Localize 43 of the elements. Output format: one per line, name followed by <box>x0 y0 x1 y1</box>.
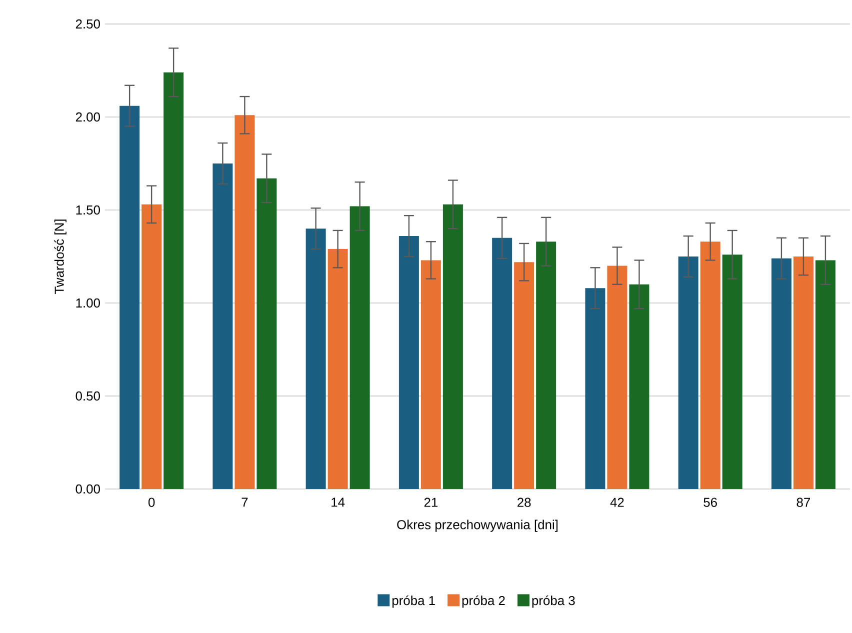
bar <box>492 238 512 489</box>
bar <box>442 204 463 489</box>
y-tick-label: 2.00 <box>76 112 100 122</box>
bar <box>536 242 556 489</box>
legend-label: próba 3 <box>532 595 575 608</box>
bar <box>585 288 606 489</box>
bar <box>678 256 698 489</box>
legend-label: próba 2 <box>462 595 505 608</box>
bar <box>256 178 277 489</box>
bar <box>234 115 255 489</box>
bar <box>771 258 792 489</box>
bar <box>514 262 534 489</box>
bar <box>120 106 140 489</box>
legend-label: próba 1 <box>392 595 435 608</box>
x-tick-label: 87 <box>796 498 810 507</box>
y-axis-title: Twardość [N] <box>54 220 66 294</box>
y-tick-label: 1.00 <box>76 298 100 308</box>
bar <box>629 284 650 489</box>
bar <box>142 204 162 489</box>
y-tick-label: 1.50 <box>76 205 100 215</box>
bar <box>398 236 419 489</box>
x-tick-label: 0 <box>148 498 155 507</box>
x-tick-label: 56 <box>704 498 717 507</box>
x-tick-label: 7 <box>242 498 248 507</box>
bar <box>815 260 836 489</box>
x-tick-label: 42 <box>610 498 624 507</box>
y-tick-label: 2.50 <box>76 19 100 29</box>
bar <box>212 163 233 489</box>
x-tick-label: 28 <box>518 498 531 507</box>
bar <box>700 242 720 489</box>
y-tick-label: 0.00 <box>76 484 100 494</box>
x-tick-label: 14 <box>332 498 345 507</box>
x-tick-label: 21 <box>424 498 438 507</box>
bar <box>722 254 742 489</box>
x-axis-title: Okres przechowywania [dni] <box>397 520 558 532</box>
bar <box>607 266 628 489</box>
bar <box>420 260 441 489</box>
bar <box>328 249 348 489</box>
bar <box>350 206 370 489</box>
bar <box>164 72 184 489</box>
y-tick-label: 0.50 <box>76 391 100 401</box>
bar <box>793 256 814 489</box>
bar <box>306 228 326 489</box>
